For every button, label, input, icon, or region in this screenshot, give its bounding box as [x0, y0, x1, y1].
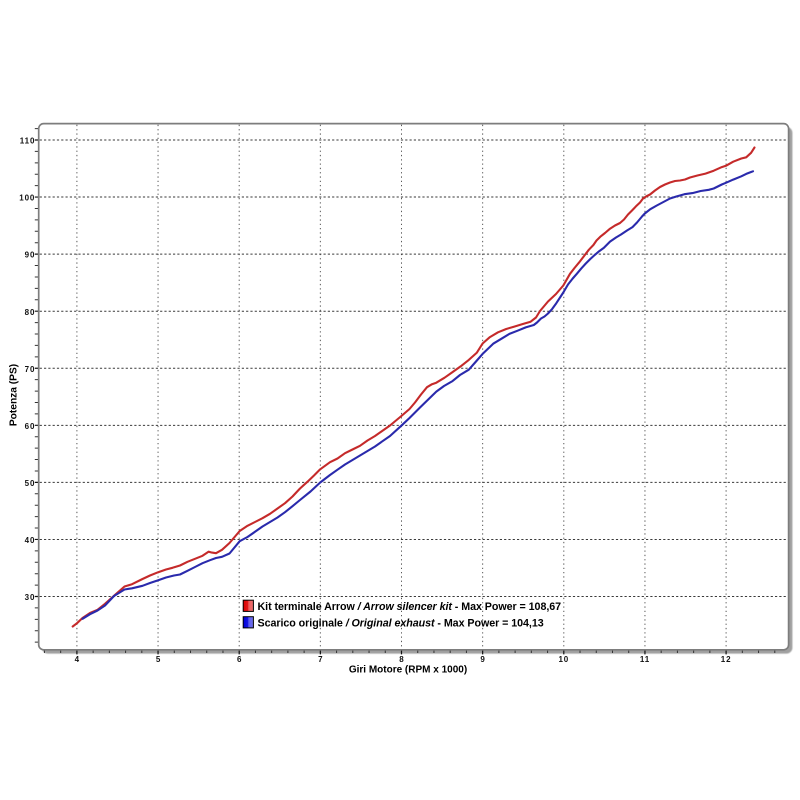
svg-text:60: 60 [25, 422, 36, 431]
svg-text:70: 70 [25, 365, 36, 374]
svg-text:Potenza (PS): Potenza (PS) [9, 364, 20, 426]
svg-text:9: 9 [480, 655, 485, 664]
svg-text:4: 4 [75, 655, 80, 664]
svg-text:50: 50 [25, 479, 36, 488]
svg-text:100: 100 [19, 194, 35, 203]
svg-text:5: 5 [156, 655, 161, 664]
svg-text:30: 30 [25, 593, 36, 602]
svg-text:80: 80 [25, 308, 36, 317]
svg-text:11: 11 [640, 655, 650, 664]
svg-text:110: 110 [20, 137, 36, 146]
svg-text:10: 10 [558, 655, 569, 664]
svg-text:8: 8 [399, 655, 404, 664]
svg-text:90: 90 [25, 251, 36, 260]
svg-text:12: 12 [721, 655, 732, 664]
svg-text:7: 7 [318, 655, 323, 664]
svg-text:Kit terminale Arrow / Arrow si: Kit terminale Arrow / Arrow silencer kit… [258, 601, 562, 613]
svg-text:6: 6 [237, 655, 242, 664]
svg-text:Giri Motore (RPM x 1000): Giri Motore (RPM x 1000) [349, 665, 467, 676]
svg-text:Scarico originale / Original e: Scarico originale / Original exhaust - M… [258, 618, 544, 630]
svg-text:40: 40 [25, 536, 36, 545]
